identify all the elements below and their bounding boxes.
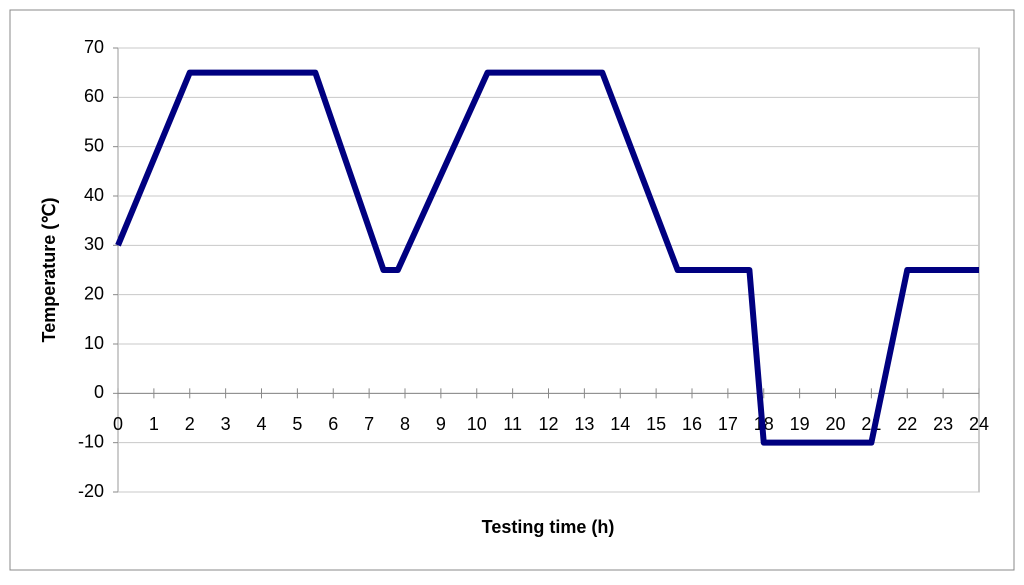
x-tick-label: 1 <box>149 414 159 434</box>
y-tick-label: -10 <box>78 431 104 451</box>
y-tick-label: 10 <box>84 333 104 353</box>
y-tick-label: 50 <box>84 135 104 155</box>
x-tick-label: 19 <box>790 414 810 434</box>
x-tick-label: 2 <box>185 414 195 434</box>
x-tick-label: 17 <box>718 414 738 434</box>
x-tick-label: 16 <box>682 414 702 434</box>
y-tick-label: 0 <box>94 382 104 402</box>
x-tick-label: 12 <box>538 414 558 434</box>
x-tick-label: 9 <box>436 414 446 434</box>
x-tick-label: 24 <box>969 414 989 434</box>
x-tick-label: 0 <box>113 414 123 434</box>
y-tick-label: 60 <box>84 86 104 106</box>
x-tick-label: 23 <box>933 414 953 434</box>
data-line <box>115 69 979 446</box>
y-tick-label: 20 <box>84 283 104 303</box>
x-tick-label: 6 <box>328 414 338 434</box>
x-tick-label: 3 <box>221 414 231 434</box>
x-tick-label: 15 <box>646 414 666 434</box>
x-tick-label: 20 <box>825 414 845 434</box>
y-axis-title: Temperature (℃) <box>39 198 59 343</box>
y-tick-label: 70 <box>84 37 104 57</box>
chart-frame <box>9 9 1015 571</box>
y-tick-label: -20 <box>78 481 104 501</box>
x-tick-label: 10 <box>467 414 487 434</box>
y-tick-label: 40 <box>84 185 104 205</box>
x-tick-label: 7 <box>364 414 374 434</box>
x-tick-label: 11 <box>503 414 522 434</box>
x-tick-label: 8 <box>400 414 410 434</box>
x-tick-label: 14 <box>610 414 630 434</box>
x-tick-label: 4 <box>256 414 266 434</box>
x-tick-label: 13 <box>574 414 594 434</box>
x-tick-label: 22 <box>897 414 917 434</box>
x-tick-label: 5 <box>292 414 302 434</box>
y-tick-label: 30 <box>84 234 104 254</box>
x-axis-title: Testing time (h) <box>482 517 615 537</box>
